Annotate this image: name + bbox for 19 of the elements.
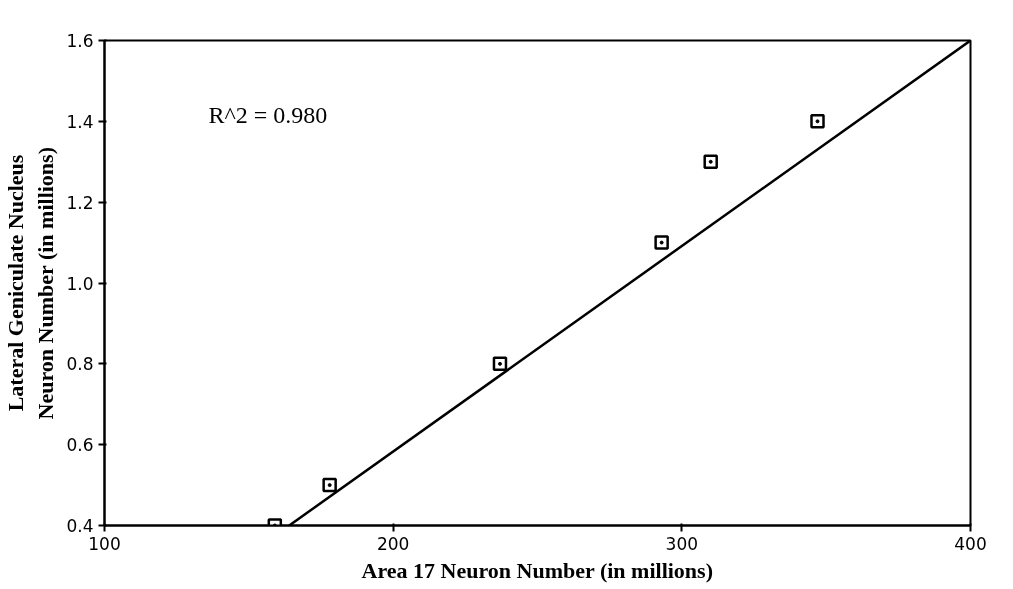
- point: [810, 114, 825, 129]
- x-tick-label: 400: [954, 533, 987, 554]
- y-tick-label: 1.6: [66, 31, 94, 51]
- y-axis-title: Lateral Geniculate Nucleus Neuron Number (in millions): [3, 147, 59, 420]
- x-axis-title: Area 17 Neuron Number (in millions): [361, 557, 714, 583]
- x-tick-label: 200: [376, 533, 410, 554]
- x-tick-label: 300: [665, 533, 699, 554]
- y-tick-label: 0.6: [66, 435, 94, 456]
- y-tick-label: 1.2: [66, 192, 94, 213]
- y-tick-label: 1.0: [66, 273, 94, 294]
- y-tick-label: 0.8: [66, 354, 94, 375]
- point: [322, 477, 337, 493]
- point: [654, 235, 669, 250]
- point: [492, 356, 508, 372]
- point: [703, 154, 718, 169]
- y-tick-label: 0.4: [66, 516, 94, 536]
- annotation: R^2 = 0.980: [208, 101, 328, 128]
- x-tick-label: 100: [88, 533, 121, 554]
- y-tick-label: 1.4: [66, 111, 94, 132]
